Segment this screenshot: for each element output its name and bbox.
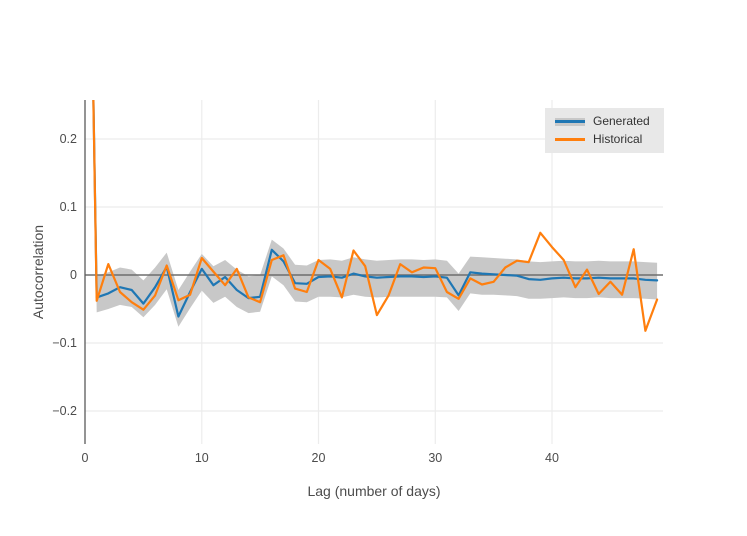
legend: Generated Historical (545, 108, 664, 153)
x-axis-title: Lag (number of days) (307, 483, 441, 499)
generated-band-line-icon (555, 117, 585, 127)
confidence-band (93, 100, 658, 327)
y-axis-title: Autocorrelation (30, 224, 46, 320)
y-tick-label--0.1: −0.1 (52, 336, 77, 350)
historical-line (92, 100, 659, 332)
y-tick-label-0.2: 0.2 (60, 132, 77, 146)
y-tick-label--0.2: −0.2 (52, 404, 77, 418)
historical-line-icon (555, 135, 585, 145)
y-tick-label-0: 0 (70, 268, 77, 282)
x-tick-label-0: 0 (82, 451, 89, 465)
x-tick-label-20: 20 (312, 451, 326, 465)
legend-item-generated[interactable]: Generated (555, 115, 650, 128)
x-tick-label-30: 30 (428, 451, 442, 465)
legend-item-historical[interactable]: Historical (555, 133, 650, 146)
generated-line (92, 100, 659, 318)
x-tick-label-40: 40 (545, 451, 559, 465)
x-tick-label-10: 10 (195, 451, 209, 465)
legend-label-historical: Historical (593, 132, 643, 146)
legend-label-generated: Generated (593, 114, 650, 128)
y-tick-label-0.1: 0.1 (60, 200, 77, 214)
